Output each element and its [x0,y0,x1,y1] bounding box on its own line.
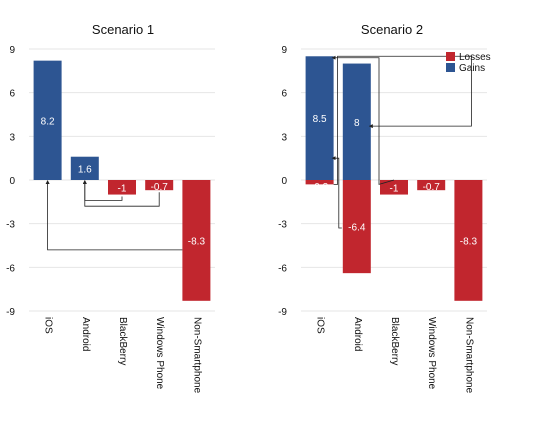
x-category-label: Windows Phone [154,317,165,390]
x-category-label: Non-Smartphone [191,317,202,394]
x-category-label: Windows Phone [426,317,437,390]
y-tick-label: 0 [281,176,287,187]
bar-data-label: 8 [354,118,360,129]
bar-data-label: 8.5 [313,114,327,125]
legend-label-gains: Gains [459,63,485,74]
legend-swatch-losses [446,52,455,61]
bar-data-label: -6.4 [348,223,366,234]
y-tick-label: -3 [278,220,287,231]
bar-data-label: -1 [390,183,399,194]
bar-data-label: -0.7 [151,182,169,193]
bar-data-label: -1 [118,183,127,194]
bar-data-label: 8.2 [41,116,55,127]
x-category-label: Android [80,317,91,351]
loss-bar [454,180,483,301]
loss-bar [182,180,211,301]
y-tick-label: 9 [281,45,287,56]
loss-bar [305,180,334,185]
chart-panel-1: Scenario 1 9 6 3 0 -3 -6 -9 8.2 1.6 -1 -0.7 -8.3 iOS A… [6,22,215,394]
x-category-label: BlackBerry [117,317,128,365]
gain-bar [342,63,371,180]
chart-panel-2: Scenario 2 9 6 3 0 -3 -6 -9 8.5 8 -0.3 -6.4 -1 -0.7 -8… [278,22,491,394]
bar-data-label: 1.6 [78,164,92,175]
y-tick-label: -6 [6,263,15,274]
gain-bar [33,60,62,181]
flow-arrow [331,156,342,229]
loss-bar [380,180,408,195]
y-tick-label: 6 [9,89,15,100]
legend-label-losses: Losses [459,52,491,63]
flow-arrow [82,180,123,201]
loss-bar [342,180,371,274]
y-tick-label: -9 [6,307,15,318]
flow-arrow [331,55,395,185]
bar-data-label: -0.7 [423,182,441,193]
y-tick-label: 3 [281,132,287,143]
chart-title: Scenario 2 [361,22,423,37]
y-tick-label: 0 [9,176,15,187]
loss-bar [417,180,446,191]
legend-swatch-gains [446,63,455,72]
x-category-label: iOS [315,317,326,334]
gain-bar [305,56,334,180]
y-tick-label: -3 [6,220,15,231]
bar-data-label: -8.3 [188,236,206,247]
x-category-label: Non-Smartphone [463,317,474,394]
bar-data-label: -8.3 [460,236,478,247]
y-tick-label: 6 [281,89,287,100]
chart-title: Scenario 1 [92,22,154,37]
y-tick-label: -9 [278,307,287,318]
x-category-label: Android [352,317,363,351]
y-tick-label: 9 [9,45,15,56]
gain-bar [70,156,99,180]
x-category-label: BlackBerry [389,317,400,365]
flow-arrow [333,55,472,185]
y-tick-label: 3 [9,132,15,143]
y-tick-label: -6 [278,263,287,274]
x-category-label: iOS [43,317,54,334]
loss-bar [145,180,174,191]
loss-bar [108,180,136,195]
bar-data-label: -0.3 [311,182,329,193]
flow-arrow [45,180,183,251]
